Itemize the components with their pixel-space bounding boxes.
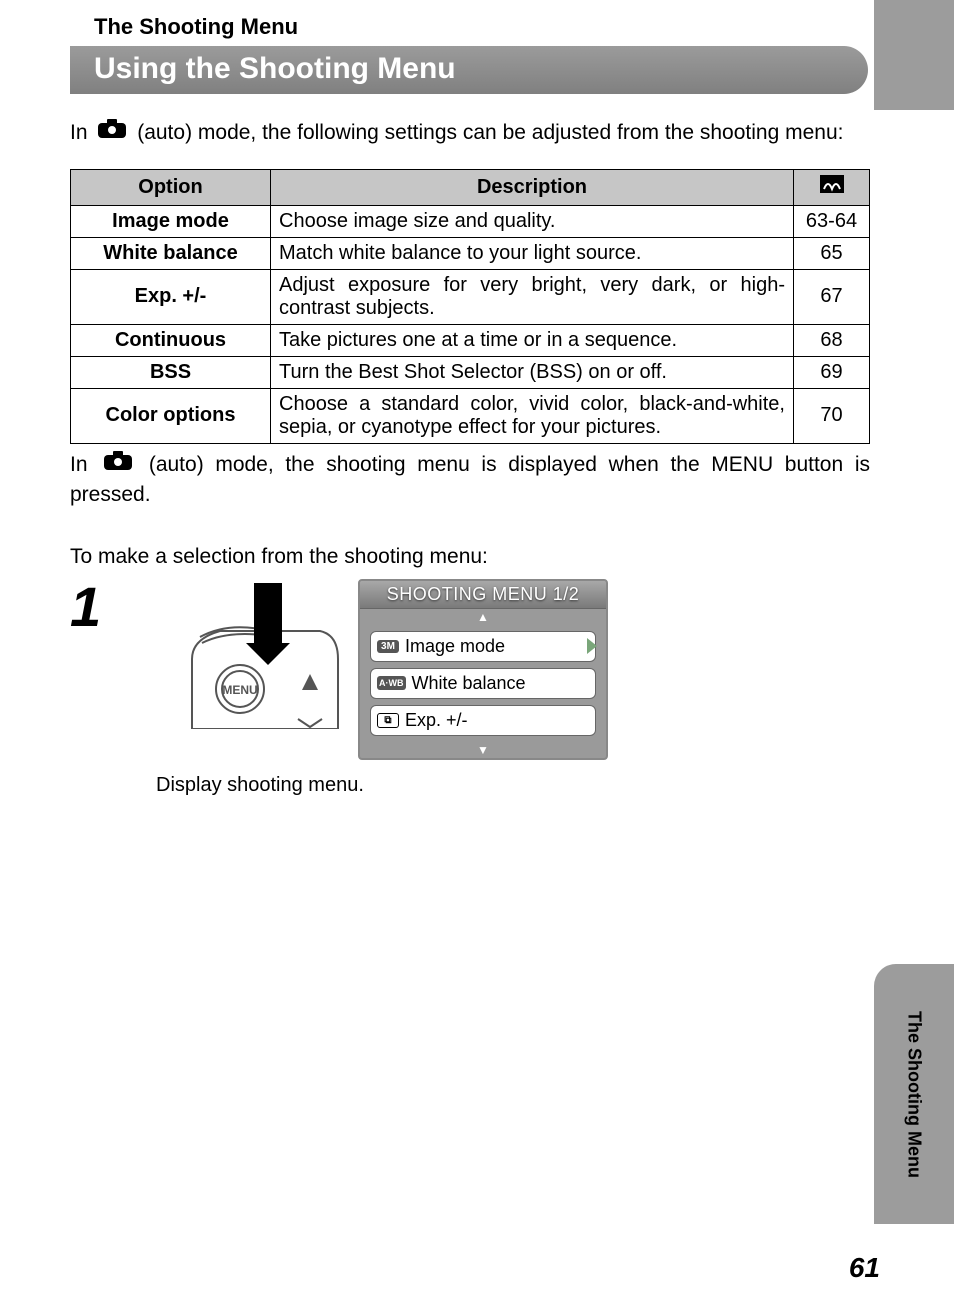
- opt-cell: Image mode: [71, 205, 271, 237]
- intro-paragraph: In (auto) mode, the following settings c…: [70, 118, 884, 149]
- th-description: Description: [271, 169, 794, 205]
- page-cell: 67: [794, 269, 870, 324]
- th-option: Option: [71, 169, 271, 205]
- page-number: 61: [849, 1252, 880, 1284]
- lcd-item-exp: ⧉ Exp. +/-: [370, 705, 596, 736]
- desc-cell: Choose a standard color, vivid color, bl…: [271, 388, 794, 443]
- opt-cell: Color options: [71, 388, 271, 443]
- section-tab: The Shooting Menu: [70, 12, 490, 46]
- table-row: BSS Turn the Best Shot Selector (BSS) on…: [71, 356, 870, 388]
- page-cell: 63-64: [794, 205, 870, 237]
- desc-cell: Adjust exposure for very bright, very da…: [271, 269, 794, 324]
- table-row: Image mode Choose image size and quality…: [71, 205, 870, 237]
- scroll-down-icon: ▼: [360, 742, 606, 758]
- lcd-item-label: Exp. +/-: [405, 710, 468, 731]
- table-row: White balance Match white balance to you…: [71, 237, 870, 269]
- lcd-item-icon: 3M: [377, 640, 399, 653]
- desc-cell: Take pictures one at a time or in a sequ…: [271, 324, 794, 356]
- page-title: Using the Shooting Menu: [94, 52, 456, 85]
- lcd-item-image-mode: 3M Image mode: [370, 631, 596, 662]
- page-cell: 65: [794, 237, 870, 269]
- side-tab: The Shooting Menu: [874, 964, 954, 1224]
- opt-cell: White balance: [71, 237, 271, 269]
- lcd-item-white-balance: A·WB White balance: [370, 668, 596, 699]
- after-prefix: In: [70, 453, 99, 476]
- title-bar: Using the Shooting Menu: [70, 46, 868, 94]
- scroll-up-icon: ▲: [360, 609, 606, 625]
- step-caption: Display shooting menu.: [156, 774, 884, 797]
- camera-icon: [97, 118, 127, 148]
- intro-suffix: (auto) mode, the following settings can …: [137, 121, 843, 144]
- lcd-item-icon: ⧉: [377, 713, 399, 728]
- table-row: Exp. +/- Adjust exposure for very bright…: [71, 269, 870, 324]
- intro-prefix: In: [70, 121, 93, 144]
- opt-cell: Continuous: [71, 324, 271, 356]
- lcd-item-icon: A·WB: [377, 676, 406, 690]
- th-page-icon: [794, 169, 870, 205]
- page-cell: 70: [794, 388, 870, 443]
- camera-illustration: MENU: [190, 579, 340, 734]
- top-right-tab: [874, 0, 954, 110]
- desc-cell: Match white balance to your light source…: [271, 237, 794, 269]
- page-cell: 68: [794, 324, 870, 356]
- step-intro: To make a selection from the shooting me…: [70, 545, 884, 569]
- table-row: Continuous Take pictures one at a time o…: [71, 324, 870, 356]
- side-tab-label: The Shooting Menu: [904, 1011, 925, 1178]
- camera-icon: [103, 450, 133, 480]
- step-row: 1 MENU: [70, 579, 884, 760]
- desc-cell: Turn the Best Shot Selector (BSS) on or …: [271, 356, 794, 388]
- lcd-item-label: Image mode: [405, 636, 505, 657]
- lcd-screen: SHOOTING MENU 1/2 ▲ 3M Image mode A·WB W…: [358, 579, 608, 760]
- lcd-title: SHOOTING MENU 1/2: [360, 581, 606, 609]
- after-suffix: (auto) mode, the shooting menu is displa…: [70, 453, 870, 507]
- opt-cell: BSS: [71, 356, 271, 388]
- lcd-item-label: White balance: [412, 673, 526, 694]
- opt-cell: Exp. +/-: [71, 269, 271, 324]
- step-number: 1: [70, 579, 190, 635]
- page-cell: 69: [794, 356, 870, 388]
- desc-cell: Choose image size and quality.: [271, 205, 794, 237]
- table-row: Color options Choose a standard color, v…: [71, 388, 870, 443]
- options-table: Option Description Image mode Choose ima…: [70, 169, 870, 444]
- after-table-paragraph: In (auto) mode, the shooting menu is dis…: [70, 450, 870, 511]
- svg-text:MENU: MENU: [222, 683, 257, 697]
